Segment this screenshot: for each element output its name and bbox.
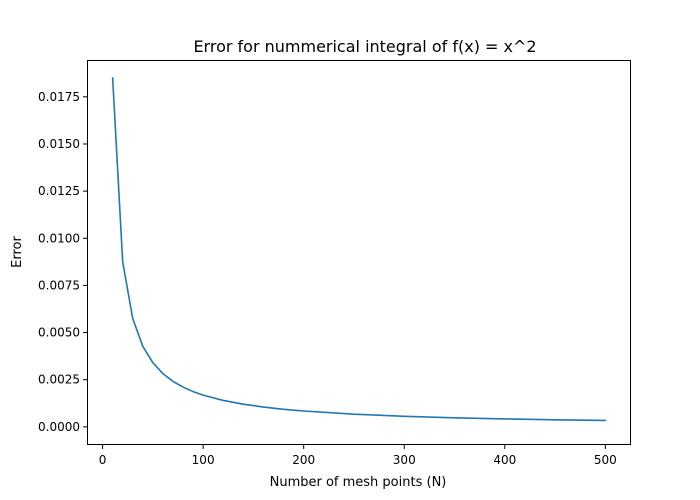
y-tick-label: 0.0100: [38, 231, 80, 245]
y-tick-label: 0.0000: [38, 420, 80, 434]
y-tick-label: 0.0125: [38, 184, 80, 198]
plot-area-frame: [87, 60, 631, 445]
y-tick-label: 0.0150: [38, 137, 80, 151]
y-axis-label: Error: [10, 236, 25, 268]
x-tick-label: 0: [99, 453, 107, 467]
x-tick-label: 300: [393, 453, 416, 467]
y-tick-label: 0.0175: [38, 90, 80, 104]
x-tick-label: 100: [192, 453, 215, 467]
x-axis-label: Number of mesh points (N): [270, 475, 447, 490]
y-axis-ticks: 0.0000 0.0025 0.0050 0.0075 0.0100 0.0125 0.01…: [38, 90, 88, 434]
x-tick-label: 500: [594, 453, 617, 467]
chart-title: Error for nummerical integral of f(x) = …: [193, 37, 536, 56]
x-tick-label: 200: [292, 453, 315, 467]
x-axis-ticks: 0 100 200 300 400 500: [99, 444, 617, 467]
x-tick-label: 400: [493, 453, 516, 467]
y-tick-label: 0.0075: [38, 278, 80, 292]
y-tick-label: 0.0050: [38, 326, 80, 340]
error-series-line: [111, 77, 607, 422]
y-tick-label: 0.0025: [38, 373, 80, 387]
